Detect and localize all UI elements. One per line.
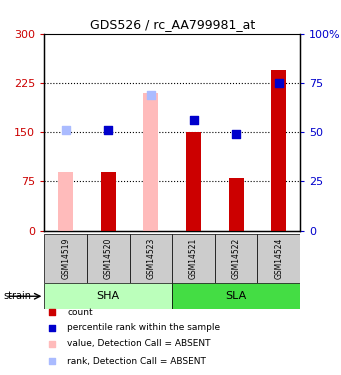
Text: percentile rank within the sample: percentile rank within the sample	[67, 324, 221, 333]
Text: strain: strain	[3, 291, 31, 301]
Text: GSM14521: GSM14521	[189, 238, 198, 279]
Bar	[186, 132, 201, 231]
Point	[49, 309, 55, 315]
Bar	[172, 234, 215, 283]
Point	[63, 127, 68, 133]
Point	[106, 127, 111, 133]
Point	[276, 80, 282, 86]
Bar	[101, 172, 116, 231]
Text: rank, Detection Call = ABSENT: rank, Detection Call = ABSENT	[67, 357, 206, 366]
Text: SLA: SLA	[225, 291, 247, 301]
Bar	[229, 178, 243, 231]
Text: GSM14519: GSM14519	[61, 238, 70, 279]
Bar	[144, 93, 158, 231]
Bar	[44, 283, 172, 309]
Point	[191, 117, 196, 123]
Text: SHA: SHA	[97, 291, 120, 301]
Text: count: count	[67, 308, 93, 316]
Bar	[257, 234, 300, 283]
Point	[148, 92, 153, 98]
Bar	[87, 234, 130, 283]
Text: value, Detection Call = ABSENT: value, Detection Call = ABSENT	[67, 339, 211, 348]
Point	[49, 341, 55, 347]
Title: GDS526 / rc_AA799981_at: GDS526 / rc_AA799981_at	[90, 18, 255, 31]
Bar	[271, 70, 286, 231]
Text: GSM14524: GSM14524	[274, 238, 283, 279]
Bar	[172, 283, 300, 309]
Bar	[58, 172, 73, 231]
Text: GSM14523: GSM14523	[146, 238, 155, 279]
Point	[49, 358, 55, 364]
Bar	[215, 234, 257, 283]
Point	[233, 131, 239, 137]
Point	[49, 325, 55, 331]
Text: GSM14520: GSM14520	[104, 238, 113, 279]
Bar	[44, 234, 87, 283]
Text: GSM14522: GSM14522	[232, 238, 241, 279]
Bar	[130, 234, 172, 283]
